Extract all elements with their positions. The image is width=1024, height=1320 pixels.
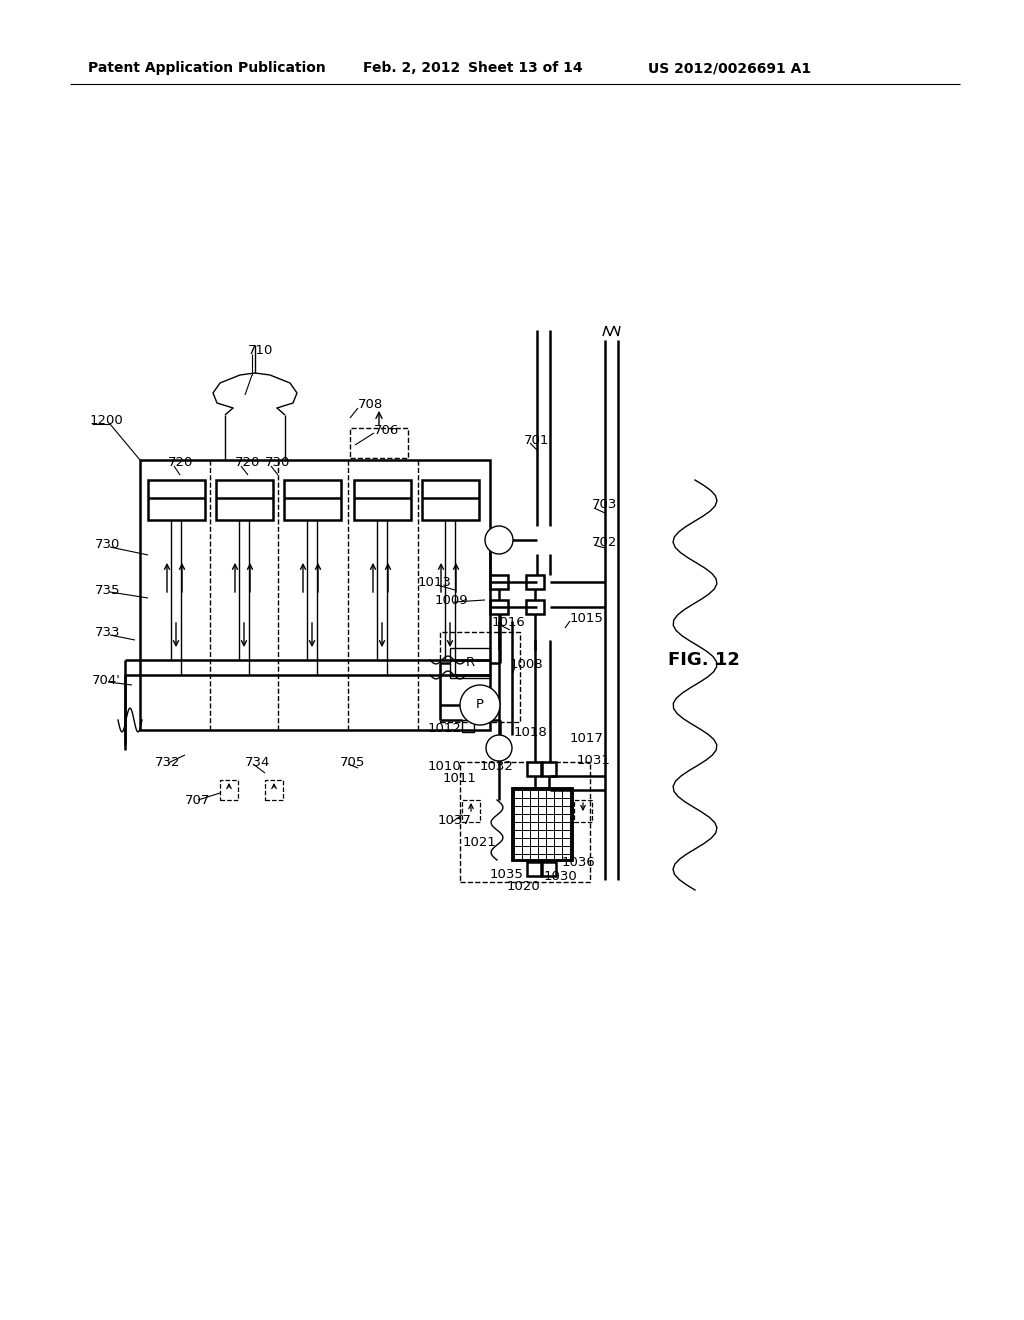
Bar bbox=[450, 648, 490, 678]
Circle shape bbox=[460, 685, 500, 725]
Bar bbox=[148, 480, 205, 520]
Bar bbox=[490, 576, 508, 589]
Bar bbox=[526, 601, 544, 614]
Text: 720: 720 bbox=[234, 457, 260, 470]
Bar bbox=[460, 762, 590, 882]
Text: 706: 706 bbox=[374, 424, 399, 437]
Text: 1017: 1017 bbox=[570, 731, 604, 744]
Text: 1021: 1021 bbox=[463, 837, 497, 850]
Text: 1032: 1032 bbox=[480, 759, 514, 772]
Bar bbox=[440, 632, 520, 722]
Bar bbox=[527, 862, 541, 876]
Bar bbox=[265, 780, 283, 800]
Bar bbox=[512, 788, 572, 861]
Text: 707: 707 bbox=[185, 793, 210, 807]
Text: 1018: 1018 bbox=[514, 726, 548, 738]
Text: 720: 720 bbox=[168, 457, 194, 470]
Bar bbox=[574, 800, 592, 822]
Text: 708: 708 bbox=[358, 399, 383, 412]
Text: 1037: 1037 bbox=[438, 813, 472, 826]
Text: 1016: 1016 bbox=[492, 616, 525, 630]
Text: 730: 730 bbox=[95, 539, 121, 552]
Text: US 2012/0026691 A1: US 2012/0026691 A1 bbox=[648, 61, 811, 75]
Bar bbox=[422, 480, 479, 520]
Bar bbox=[462, 719, 474, 733]
Bar bbox=[527, 762, 541, 776]
Text: 1200: 1200 bbox=[90, 413, 124, 426]
Text: Sheet 13 of 14: Sheet 13 of 14 bbox=[468, 61, 583, 75]
Text: Feb. 2, 2012: Feb. 2, 2012 bbox=[362, 61, 460, 75]
Circle shape bbox=[486, 735, 512, 762]
Bar bbox=[354, 480, 411, 520]
Bar bbox=[542, 762, 556, 776]
Text: 1031: 1031 bbox=[577, 754, 611, 767]
Bar bbox=[542, 862, 556, 876]
Text: 1012: 1012 bbox=[428, 722, 462, 734]
Bar bbox=[462, 800, 480, 822]
Text: 1036: 1036 bbox=[562, 855, 596, 869]
Bar bbox=[284, 480, 341, 520]
Text: 1008: 1008 bbox=[510, 659, 544, 672]
Bar bbox=[350, 428, 408, 458]
Text: Patent Application Publication: Patent Application Publication bbox=[88, 61, 326, 75]
Text: 730: 730 bbox=[265, 457, 291, 470]
Text: 732: 732 bbox=[155, 756, 180, 770]
Text: 710: 710 bbox=[248, 343, 273, 356]
Text: 704': 704' bbox=[92, 673, 121, 686]
Text: R: R bbox=[466, 656, 474, 669]
Text: 703: 703 bbox=[592, 499, 617, 511]
Bar bbox=[216, 480, 273, 520]
Text: 735: 735 bbox=[95, 583, 121, 597]
Bar bbox=[220, 780, 238, 800]
Text: 1013: 1013 bbox=[418, 577, 452, 590]
Text: 702: 702 bbox=[592, 536, 617, 549]
Text: 1020: 1020 bbox=[507, 879, 541, 892]
Text: 1035: 1035 bbox=[490, 869, 524, 882]
Text: FIG. 12: FIG. 12 bbox=[668, 651, 740, 669]
Bar bbox=[490, 601, 508, 614]
Bar bbox=[526, 576, 544, 589]
Circle shape bbox=[485, 525, 513, 554]
Text: 734: 734 bbox=[245, 755, 270, 768]
Text: 705: 705 bbox=[340, 755, 366, 768]
Bar bbox=[512, 788, 572, 861]
Text: 1010: 1010 bbox=[428, 759, 462, 772]
Text: 701: 701 bbox=[524, 433, 549, 446]
Text: 1015: 1015 bbox=[570, 611, 604, 624]
Bar bbox=[140, 459, 490, 730]
Text: 1030: 1030 bbox=[544, 870, 578, 883]
Text: 1009: 1009 bbox=[435, 594, 469, 606]
Text: P: P bbox=[476, 698, 484, 711]
Text: 733: 733 bbox=[95, 627, 121, 639]
Text: 1011: 1011 bbox=[443, 771, 477, 784]
